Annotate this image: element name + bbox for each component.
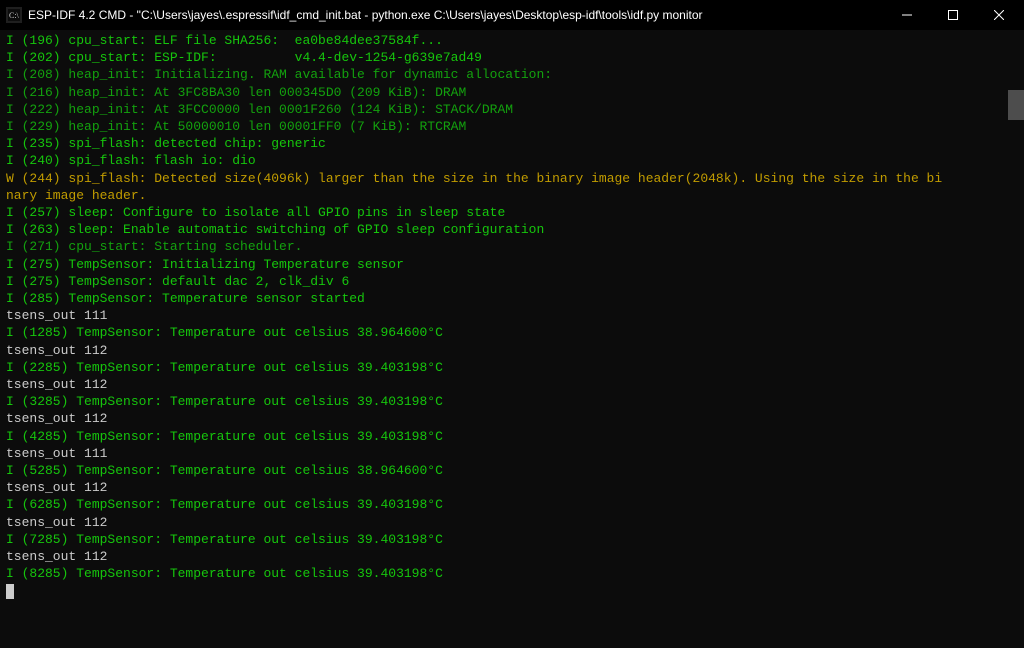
log-line: tsens_out 112 [6, 376, 1024, 393]
prompt-line [6, 583, 1024, 600]
log-line: tsens_out 112 [6, 479, 1024, 496]
log-line: nary image header. [6, 187, 1024, 204]
log-line: I (229) heap_init: At 50000010 len 00001… [6, 118, 1024, 135]
log-line: tsens_out 111 [6, 307, 1024, 324]
log-line: I (7285) TempSensor: Temperature out cel… [6, 531, 1024, 548]
log-line: tsens_out 112 [6, 342, 1024, 359]
minimize-button[interactable] [884, 0, 930, 30]
maximize-button[interactable] [930, 0, 976, 30]
log-line: I (285) TempSensor: Temperature sensor s… [6, 290, 1024, 307]
window-title: ESP-IDF 4.2 CMD - "C:\Users\jayes\.espre… [28, 8, 884, 22]
log-line: tsens_out 112 [6, 410, 1024, 427]
log-line: I (257) sleep: Configure to isolate all … [6, 204, 1024, 221]
log-line: tsens_out 112 [6, 548, 1024, 565]
log-line: W (244) spi_flash: Detected size(4096k) … [6, 170, 1024, 187]
log-line: I (2285) TempSensor: Temperature out cel… [6, 359, 1024, 376]
log-line: I (8285) TempSensor: Temperature out cel… [6, 565, 1024, 582]
log-line: I (6285) TempSensor: Temperature out cel… [6, 496, 1024, 513]
log-line: tsens_out 111 [6, 445, 1024, 462]
log-line: I (208) heap_init: Initializing. RAM ava… [6, 66, 1024, 83]
close-button[interactable] [976, 0, 1022, 30]
log-line: I (196) cpu_start: ELF file SHA256: ea0b… [6, 32, 1024, 49]
log-line: I (5285) TempSensor: Temperature out cel… [6, 462, 1024, 479]
log-line: I (3285) TempSensor: Temperature out cel… [6, 393, 1024, 410]
log-line: I (235) spi_flash: detected chip: generi… [6, 135, 1024, 152]
log-line: I (4285) TempSensor: Temperature out cel… [6, 428, 1024, 445]
terminal-output[interactable]: I (196) cpu_start: ELF file SHA256: ea0b… [0, 30, 1024, 648]
log-line: I (271) cpu_start: Starting scheduler. [6, 238, 1024, 255]
log-line: I (240) spi_flash: flash io: dio [6, 152, 1024, 169]
log-line: I (216) heap_init: At 3FC8BA30 len 00034… [6, 84, 1024, 101]
cursor [6, 584, 14, 599]
log-line: I (1285) TempSensor: Temperature out cel… [6, 324, 1024, 341]
log-line: I (275) TempSensor: default dac 2, clk_d… [6, 273, 1024, 290]
log-line: I (222) heap_init: At 3FCC0000 len 0001F… [6, 101, 1024, 118]
window-controls [884, 0, 1022, 30]
app-icon: C:\ [6, 7, 22, 23]
scrollbar-thumb[interactable] [1008, 90, 1024, 120]
log-line: I (275) TempSensor: Initializing Tempera… [6, 256, 1024, 273]
scrollbar-track[interactable] [1008, 30, 1024, 648]
log-line: tsens_out 112 [6, 514, 1024, 531]
log-line: I (202) cpu_start: ESP-IDF: v4.4-dev-125… [6, 49, 1024, 66]
window-titlebar[interactable]: C:\ ESP-IDF 4.2 CMD - "C:\Users\jayes\.e… [0, 0, 1024, 30]
log-line: I (263) sleep: Enable automatic switchin… [6, 221, 1024, 238]
svg-text:C:\: C:\ [9, 11, 20, 20]
